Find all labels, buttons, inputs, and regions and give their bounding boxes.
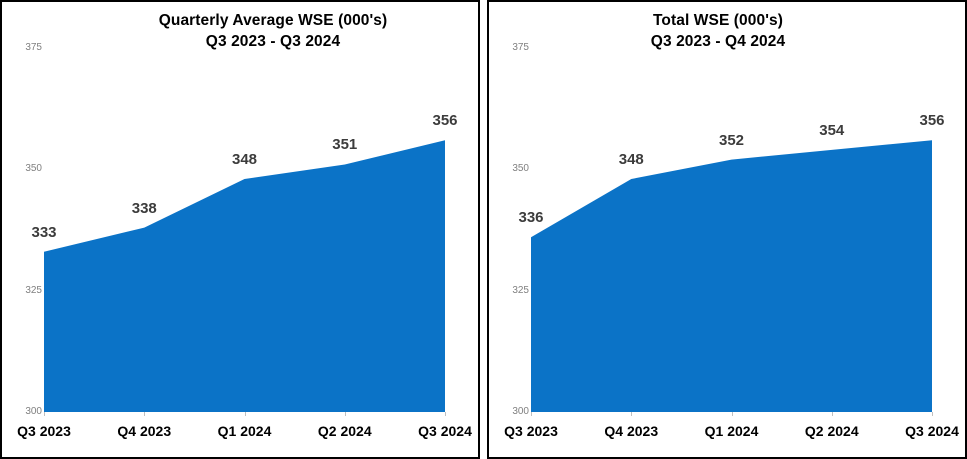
chart-title-line2: Q3 2023 - Q4 2024 xyxy=(650,33,786,50)
data-label: 336 xyxy=(518,209,544,227)
y-axis-tick-label: 300 xyxy=(512,406,529,417)
chart-title: Total WSE (000's) Q3 2023 - Q4 2024 xyxy=(489,10,965,52)
y-axis-tick-label: 375 xyxy=(25,42,42,53)
data-label: 356 xyxy=(432,112,458,130)
data-label: 354 xyxy=(819,121,845,139)
chart-title-line1: Total WSE (000's) xyxy=(653,12,783,29)
data-label: 333 xyxy=(31,223,57,241)
data-label: 338 xyxy=(131,199,157,217)
data-label: 351 xyxy=(332,136,358,154)
y-axis-tick-label: 350 xyxy=(512,163,529,175)
x-axis-label: Q3 2024 xyxy=(418,423,472,439)
x-axis-label: Q2 2024 xyxy=(317,423,372,439)
x-axis-tick xyxy=(831,412,833,416)
x-axis-label: Q3 2023 xyxy=(504,423,558,439)
y-axis-tick-label: 300 xyxy=(25,406,42,417)
x-axis-label: Q1 2024 xyxy=(217,423,272,439)
x-axis-label: Q3 2023 xyxy=(17,423,71,439)
x-axis-label: Q1 2024 xyxy=(704,423,759,439)
chart-title-line1: Quarterly Average WSE (000's) xyxy=(158,12,388,29)
x-axis-tick xyxy=(531,412,532,416)
x-axis-tick xyxy=(144,412,146,416)
x-axis-tick xyxy=(731,412,733,416)
chart-title: Quarterly Average WSE (000's) Q3 2023 - … xyxy=(2,10,478,52)
x-axis-label: Q4 2023 xyxy=(117,423,172,439)
x-axis-label: Q2 2024 xyxy=(804,423,859,439)
data-label: 348 xyxy=(231,151,258,169)
x-axis-tick xyxy=(631,412,633,416)
chart-title-line2: Q3 2023 - Q3 2024 xyxy=(205,33,341,50)
x-axis-tick xyxy=(445,412,446,416)
x-axis-tick xyxy=(344,412,346,416)
x-axis-tick xyxy=(44,412,45,416)
x-axis-tick xyxy=(932,412,933,416)
chart-panel-quarterly-average-wse: 375 350 325 300 Q3 2023 Q4 2023 Q1 2024 Q2 2024… xyxy=(0,0,480,459)
area-series xyxy=(44,140,445,412)
y-axis-tick-label: 375 xyxy=(512,42,529,53)
area-series xyxy=(531,140,932,412)
chart-panel-total-wse: 375 350 325 300 Q3 2023 Q4 2023 Q1 2024 Q2 2024… xyxy=(487,0,967,459)
y-axis-tick-label: 325 xyxy=(25,284,42,296)
x-axis-tick xyxy=(244,412,246,416)
area-fill xyxy=(44,140,445,412)
area-chart-quarterly-average: 375 350 325 300 Q3 2023 Q4 2023 Q1 2024 Q2 2024… xyxy=(2,2,478,457)
y-axis-tick-label: 325 xyxy=(512,284,529,296)
area-chart-total: 375 350 325 300 Q3 2023 Q4 2023 Q1 2024 Q2 2024… xyxy=(489,2,965,457)
data-label: 348 xyxy=(618,151,644,169)
data-label: 356 xyxy=(919,112,945,130)
x-axis-label: Q4 2023 xyxy=(604,423,659,439)
y-axis-tick-label: 350 xyxy=(25,163,42,175)
x-axis-label: Q3 2024 xyxy=(905,423,959,439)
data-label: 352 xyxy=(718,131,745,149)
area-fill xyxy=(531,140,932,412)
